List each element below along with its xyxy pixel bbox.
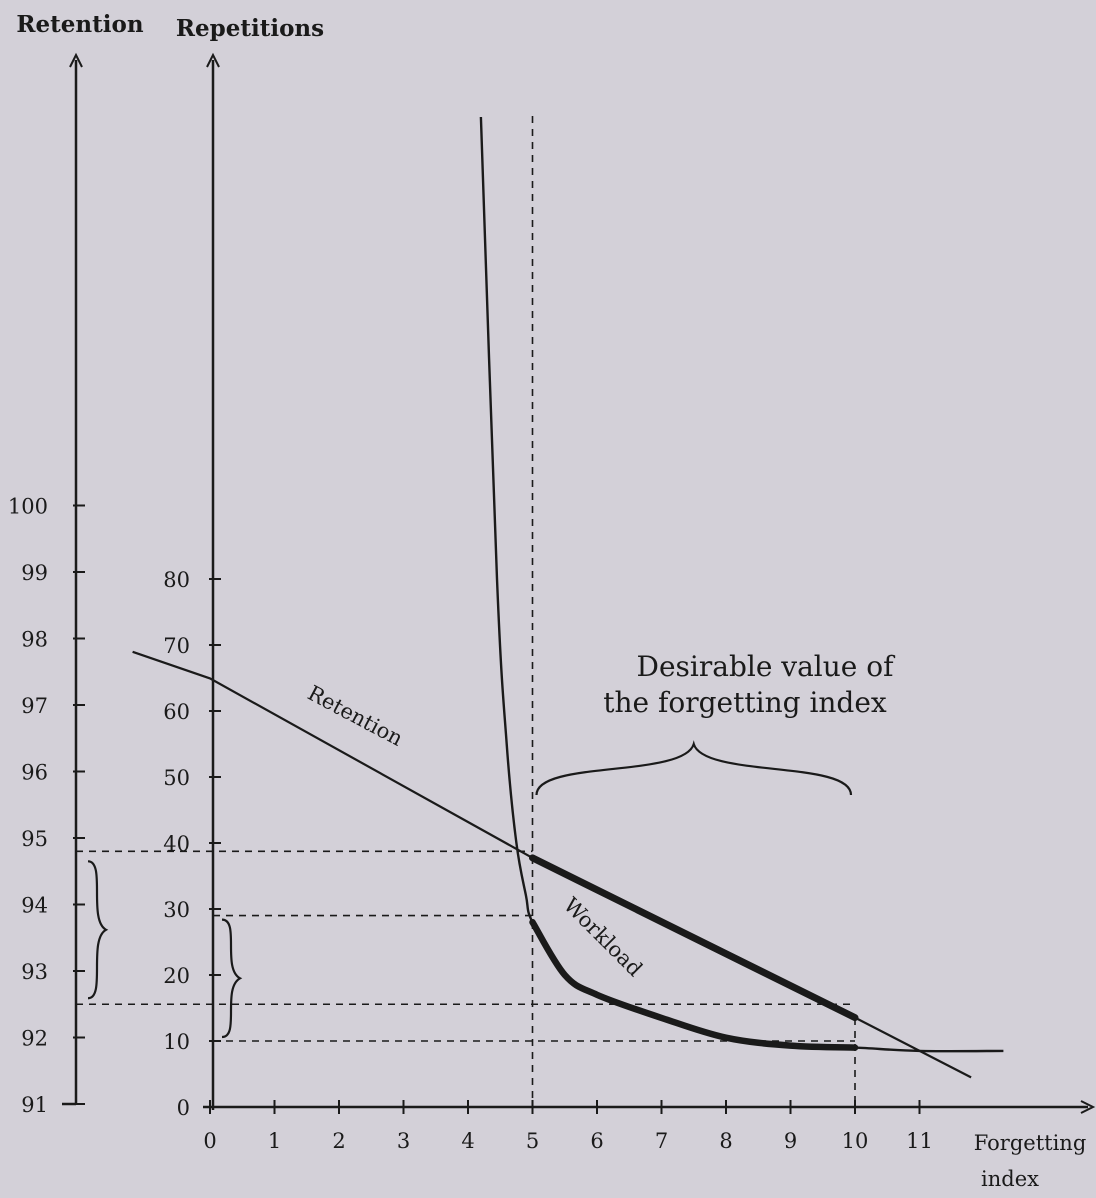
repetitions-tick-label: 40 [163, 832, 190, 856]
repetitions-tick-label: 20 [163, 964, 190, 988]
repetitions-tick-label: 0 [177, 1096, 190, 1120]
retention-highlight-segment [529, 854, 859, 1022]
x-tick-label: 10 [842, 1129, 869, 1153]
x-tick-label: 9 [784, 1129, 797, 1153]
workload-highlight-segment [529, 918, 859, 1051]
series-layer [132, 116, 1004, 1079]
x-tick-label: 0 [203, 1129, 216, 1153]
x-tick-label: 6 [590, 1129, 603, 1153]
repetitions-tick-label: 50 [163, 766, 190, 790]
workload-curve [479, 116, 1004, 1053]
retention-tick-label: 99 [21, 561, 48, 585]
x-tick-label: 5 [526, 1129, 539, 1153]
x-tick-label: 7 [655, 1129, 668, 1153]
repetitions-tick-label: 80 [163, 568, 190, 592]
x-tick-label: 1 [268, 1129, 281, 1153]
retention-tick-label: 97 [21, 694, 48, 718]
retention-tick-label: 92 [21, 1027, 48, 1051]
repetitions-tick-label: 60 [163, 700, 190, 724]
annotation-line1: Desirable value of [637, 650, 897, 683]
x-tick-label: 2 [332, 1129, 345, 1153]
retention-tick-label: 94 [21, 894, 48, 918]
x-tick-label: 4 [461, 1129, 474, 1153]
x-tick-label: 11 [906, 1129, 933, 1153]
repetitions-brace [221, 918, 243, 1039]
labels-layer: Retention RepetitionsForgettingindexReten… [16, 11, 1086, 1191]
retention-tick-label: 95 [21, 827, 48, 851]
x-tick-label: 8 [719, 1129, 732, 1153]
retention-tick-label: 96 [21, 761, 48, 785]
retention-brace [87, 860, 109, 1000]
repetitions-tick-label: 70 [163, 634, 190, 658]
retention-tick-label: 100 [8, 495, 48, 519]
retention-tick-label: 91 [21, 1093, 48, 1117]
repetitions-tick-label: 30 [163, 898, 190, 922]
x-tick-label: 3 [397, 1129, 410, 1153]
retention-tick-label: 93 [21, 960, 48, 984]
x-axis-title-line2: index [981, 1167, 1039, 1191]
desirable-range-brace [535, 740, 853, 796]
repetitions-axis-title: Repetitions [176, 15, 324, 42]
retention-axis-title: Retention [16, 11, 143, 38]
retention-tick-label: 98 [21, 628, 48, 652]
x-axis-title-line1: Forgetting [974, 1131, 1087, 1155]
annotation-line2: the forgetting index [603, 686, 887, 719]
repetitions-tick-label: 10 [163, 1030, 190, 1054]
